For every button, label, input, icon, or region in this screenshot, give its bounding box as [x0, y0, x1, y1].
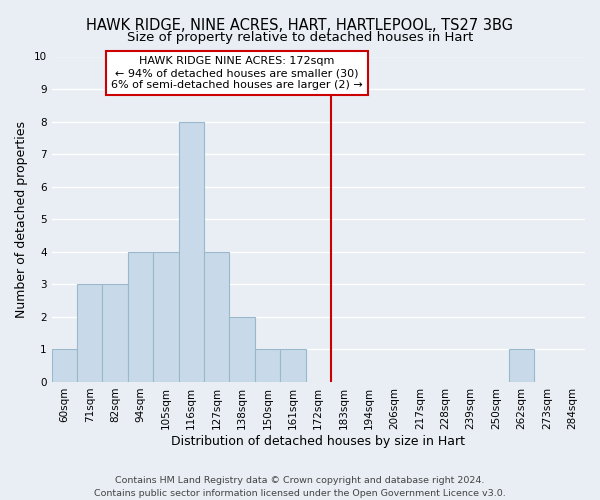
Bar	[103, 284, 128, 382]
X-axis label: Distribution of detached houses by size in Hart: Distribution of detached houses by size …	[171, 434, 465, 448]
Bar	[280, 350, 305, 382]
Bar	[128, 252, 153, 382]
Bar	[255, 350, 280, 382]
Text: HAWK RIDGE, NINE ACRES, HART, HARTLEPOOL, TS27 3BG: HAWK RIDGE, NINE ACRES, HART, HARTLEPOOL…	[86, 18, 514, 32]
Text: Contains HM Land Registry data © Crown copyright and database right 2024.
Contai: Contains HM Land Registry data © Crown c…	[94, 476, 506, 498]
Bar	[204, 252, 229, 382]
Text: HAWK RIDGE NINE ACRES: 172sqm
← 94% of detached houses are smaller (30)
6% of se: HAWK RIDGE NINE ACRES: 172sqm ← 94% of d…	[111, 56, 363, 90]
Bar	[153, 252, 179, 382]
Bar	[229, 317, 255, 382]
Bar	[509, 350, 534, 382]
Y-axis label: Number of detached properties: Number of detached properties	[15, 120, 28, 318]
Text: Size of property relative to detached houses in Hart: Size of property relative to detached ho…	[127, 31, 473, 44]
Bar	[179, 122, 204, 382]
Bar	[52, 350, 77, 382]
Bar	[77, 284, 103, 382]
